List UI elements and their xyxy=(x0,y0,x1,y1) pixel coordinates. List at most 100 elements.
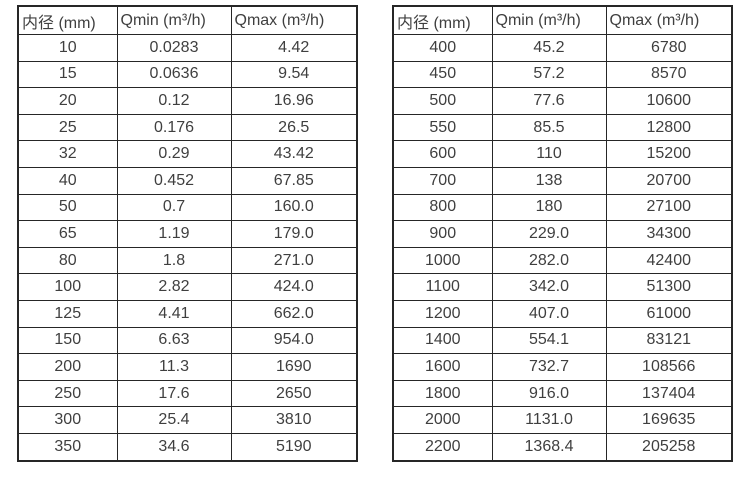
diameter-cell: 10 xyxy=(17,34,118,62)
table-row: 1400 554.1 83121 xyxy=(392,326,733,355)
diameter-cell: 500 xyxy=(392,87,493,115)
diameter-cell: 25 xyxy=(17,113,118,142)
table-row: 80 1.8 271.0 xyxy=(17,246,358,275)
qmax-cell: 179.0 xyxy=(230,220,358,248)
qmax-cell: 137404 xyxy=(605,379,733,408)
table-row: 450 57.2 8570 xyxy=(392,60,733,89)
qmax-cell: 34300 xyxy=(605,220,733,248)
qmax-cell: 1690 xyxy=(230,353,358,381)
qmin-cell: 1.8 xyxy=(116,246,232,275)
diameter-cell: 700 xyxy=(392,166,493,195)
table-row: 10 0.0283 4.42 xyxy=(17,34,358,62)
diameter-cell: 1100 xyxy=(392,273,493,301)
table-body: 400 45.2 6780 450 57.2 8570 500 77.6 10600 550 85.… xyxy=(392,34,733,462)
qmax-cell: 3810 xyxy=(230,406,358,434)
table-row: 50 0.7 160.0 xyxy=(17,193,358,222)
diameter-cell: 2200 xyxy=(392,432,493,462)
qmax-cell: 271.0 xyxy=(230,246,358,275)
qmin-cell: 2.82 xyxy=(116,273,232,301)
qmin-cell: 554.1 xyxy=(491,326,607,355)
qmin-cell: 0.0283 xyxy=(116,34,232,62)
table-row: 15 0.0636 9.54 xyxy=(17,60,358,89)
qmin-cell: 45.2 xyxy=(491,34,607,62)
qmin-cell: 57.2 xyxy=(491,60,607,89)
diameter-cell: 900 xyxy=(392,220,493,248)
diameter-cell: 40 xyxy=(17,166,118,195)
flow-table-large-diameters: 内径 (mm) Qmin (m³/h) Qmax (m³/h) 400 45.2 678… xyxy=(392,5,733,462)
qmin-cell: 342.0 xyxy=(491,273,607,301)
table-header: 内径 (mm) Qmin (m³/h) Qmax (m³/h) xyxy=(17,5,358,35)
table-row: 65 1.19 179.0 xyxy=(17,220,358,248)
diameter-cell: 2000 xyxy=(392,406,493,434)
diameter-cell: 150 xyxy=(17,326,118,355)
qmin-cell: 6.63 xyxy=(116,326,232,355)
table-row: 2200 1368.4 205258 xyxy=(392,432,733,462)
qmax-cell: 424.0 xyxy=(230,273,358,301)
qmin-cell: 0.176 xyxy=(116,113,232,142)
diameter-cell: 600 xyxy=(392,140,493,168)
diameter-cell: 1400 xyxy=(392,326,493,355)
qmax-cell: 43.42 xyxy=(230,140,358,168)
table-row: 40 0.452 67.85 xyxy=(17,166,358,195)
column-header: Qmax (m³/h) xyxy=(230,5,358,35)
table-row: 2000 1131.0 169635 xyxy=(392,406,733,434)
table-row: 550 85.5 12800 xyxy=(392,113,733,142)
qmax-cell: 662.0 xyxy=(230,299,358,328)
table-row: 1800 916.0 137404 xyxy=(392,379,733,408)
qmax-cell: 160.0 xyxy=(230,193,358,222)
qmax-cell: 26.5 xyxy=(230,113,358,142)
qmax-cell: 169635 xyxy=(605,406,733,434)
diameter-cell: 400 xyxy=(392,34,493,62)
qmax-cell: 205258 xyxy=(605,432,733,462)
qmin-cell: 0.29 xyxy=(116,140,232,168)
qmax-cell: 2650 xyxy=(230,379,358,408)
qmax-cell: 20700 xyxy=(605,166,733,195)
qmax-cell: 27100 xyxy=(605,193,733,222)
column-header: Qmin (m³/h) xyxy=(116,5,232,35)
qmax-cell: 5190 xyxy=(230,432,358,462)
table-row: 700 138 20700 xyxy=(392,166,733,195)
qmin-cell: 34.6 xyxy=(116,432,232,462)
table-row: 350 34.6 5190 xyxy=(17,432,358,462)
table-header: 内径 (mm) Qmin (m³/h) Qmax (m³/h) xyxy=(392,5,733,35)
qmax-cell: 67.85 xyxy=(230,166,358,195)
qmax-cell: 83121 xyxy=(605,326,733,355)
header-row: 内径 (mm) Qmin (m³/h) Qmax (m³/h) xyxy=(392,5,733,35)
table-row: 32 0.29 43.42 xyxy=(17,140,358,168)
table-row: 600 110 15200 xyxy=(392,140,733,168)
qmin-cell: 138 xyxy=(491,166,607,195)
diameter-cell: 550 xyxy=(392,113,493,142)
column-header: 内径 (mm) xyxy=(392,5,493,35)
qmin-cell: 0.12 xyxy=(116,87,232,115)
qmin-cell: 732.7 xyxy=(491,353,607,381)
column-header: Qmin (m³/h) xyxy=(491,5,607,35)
qmax-cell: 954.0 xyxy=(230,326,358,355)
qmax-cell: 15200 xyxy=(605,140,733,168)
qmax-cell: 42400 xyxy=(605,246,733,275)
diameter-cell: 125 xyxy=(17,299,118,328)
table-row: 900 229.0 34300 xyxy=(392,220,733,248)
qmax-cell: 108566 xyxy=(605,353,733,381)
column-header: 内径 (mm) xyxy=(17,5,118,35)
qmax-cell: 4.42 xyxy=(230,34,358,62)
diameter-cell: 100 xyxy=(17,273,118,301)
qmin-cell: 4.41 xyxy=(116,299,232,328)
qmin-cell: 25.4 xyxy=(116,406,232,434)
qmax-cell: 61000 xyxy=(605,299,733,328)
table-row: 125 4.41 662.0 xyxy=(17,299,358,328)
flow-table-small-diameters: 内径 (mm) Qmin (m³/h) Qmax (m³/h) 10 0.0283 4.… xyxy=(17,5,358,462)
diameter-cell: 250 xyxy=(17,379,118,408)
diameter-cell: 65 xyxy=(17,220,118,248)
diameter-cell: 800 xyxy=(392,193,493,222)
diameter-cell: 350 xyxy=(17,432,118,462)
qmin-cell: 11.3 xyxy=(116,353,232,381)
qmin-cell: 0.0636 xyxy=(116,60,232,89)
table-row: 1000 282.0 42400 xyxy=(392,246,733,275)
table-row: 800 180 27100 xyxy=(392,193,733,222)
qmin-cell: 77.6 xyxy=(491,87,607,115)
diameter-cell: 32 xyxy=(17,140,118,168)
table-row: 25 0.176 26.5 xyxy=(17,113,358,142)
diameter-cell: 1800 xyxy=(392,379,493,408)
qmin-cell: 1368.4 xyxy=(491,432,607,462)
qmin-cell: 1131.0 xyxy=(491,406,607,434)
